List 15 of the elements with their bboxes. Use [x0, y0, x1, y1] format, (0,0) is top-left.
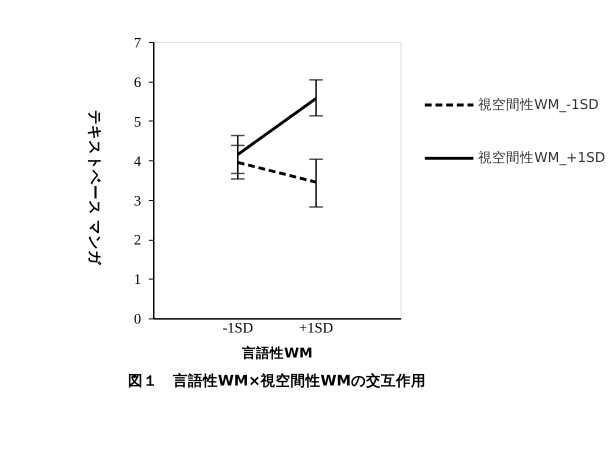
- y-tick-label: 5: [134, 114, 142, 130]
- y-tick-label: 7: [134, 35, 142, 52]
- x-tick-label: -1SD: [222, 320, 254, 336]
- x-axis-title: 言語性WM: [241, 344, 313, 362]
- text: 図１ 言語性WM×視空間性WMの交互作用: [128, 371, 426, 390]
- legend-label: 視空間性WM_-1SD: [478, 96, 599, 113]
- legend-label: 視空間性WM_+1SD: [478, 150, 606, 166]
- y-tick-label: 3: [134, 193, 142, 210]
- y-tick-label: 4: [134, 154, 142, 170]
- x-tick-label: +1SD: [299, 320, 334, 336]
- y-tick-label: 1: [134, 272, 142, 288]
- y-tick-label: 2: [134, 232, 142, 249]
- y-tick-label: 6: [134, 74, 142, 91]
- y-axis-title: テキストベース マンガ: [86, 110, 102, 266]
- y-tick-label: 0: [134, 312, 142, 328]
